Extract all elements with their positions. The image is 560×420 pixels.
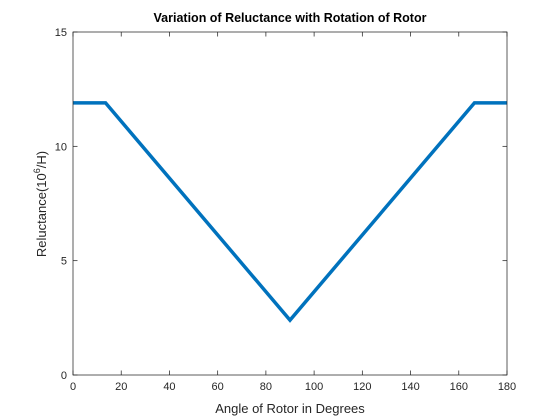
axes-box — [72, 31, 508, 376]
plot-background — [73, 32, 507, 375]
y-axis-label-superscript: 6 — [32, 168, 42, 173]
y-tick-labels: 0 5 10 15 — [55, 27, 67, 382]
x-tick-label: 40 — [163, 381, 175, 393]
y-tick-label: 0 — [61, 370, 67, 382]
x-tick-label: 120 — [353, 381, 371, 393]
x-tick-label: 20 — [115, 381, 127, 393]
y-tick-label: 5 — [61, 256, 67, 268]
y-axis-label-prefix: Reluctance(10 — [34, 173, 49, 257]
x-tick-label: 60 — [212, 381, 224, 393]
x-tick-label: 180 — [498, 381, 516, 393]
y-axis-label: Reluctance(106/H) — [32, 151, 49, 257]
x-tick-label: 140 — [401, 381, 419, 393]
x-tick-labels: 0 20 40 60 80 100 120 140 160 180 — [70, 381, 516, 393]
x-tick-label: 80 — [260, 381, 272, 393]
chart-title: Variation of Reluctance with Rotation of… — [154, 11, 427, 25]
x-axis-label: Angle of Rotor in Degrees — [215, 401, 365, 416]
y-tick-label: 10 — [55, 141, 67, 153]
series-layer — [73, 101, 507, 323]
x-tick-label: 0 — [70, 381, 76, 393]
series-line-1 — [73, 101, 507, 323]
x-tick-label: 160 — [450, 381, 468, 393]
y-tick-label: 15 — [55, 27, 67, 39]
axes-layer — [72, 31, 508, 376]
x-tick-label: 100 — [305, 381, 323, 393]
y-axis-label-suffix: /H) — [34, 151, 49, 168]
